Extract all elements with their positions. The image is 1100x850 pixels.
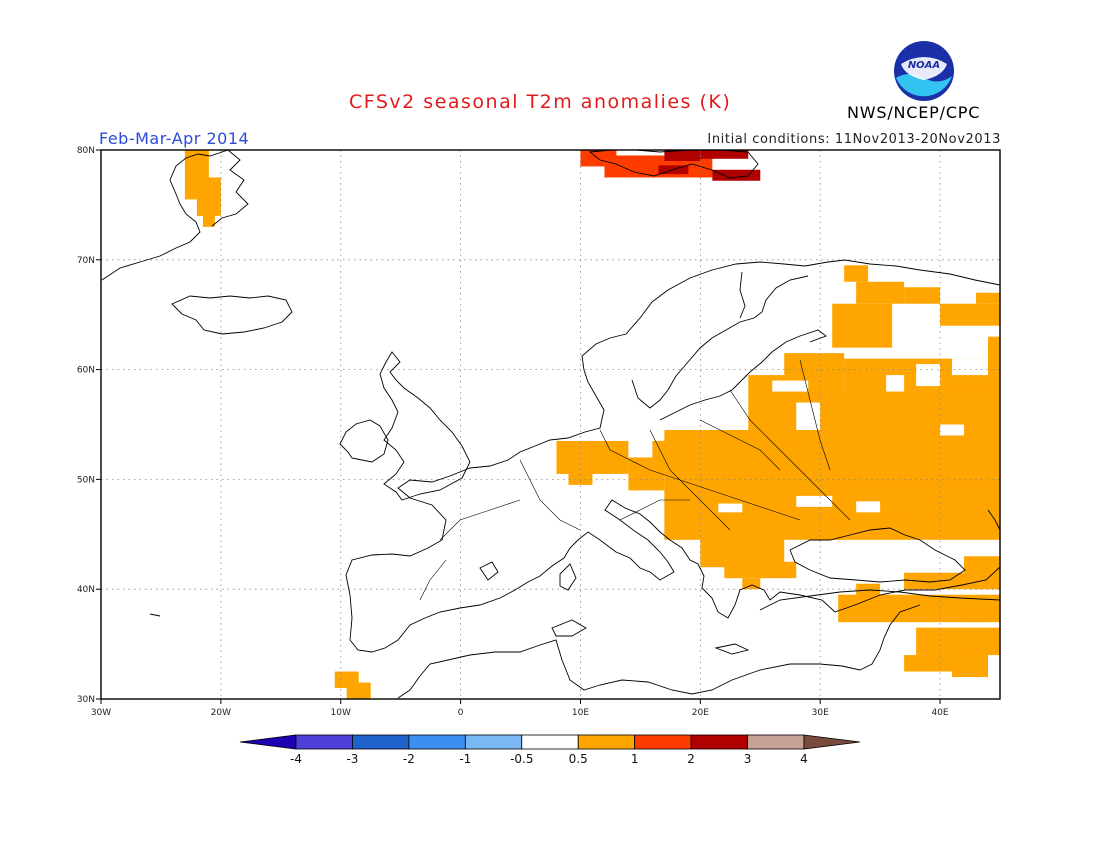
season-label: Feb-Mar-Apr 2014 (99, 129, 250, 148)
anomaly-cell-0-1 (196, 177, 221, 216)
anomaly-cell-0-6 (568, 468, 593, 485)
colorbar-arrow-high (803, 734, 861, 750)
colorbar-box (464, 734, 523, 750)
anomaly-gap-4 (952, 358, 989, 376)
anomaly-gap-2 (940, 424, 965, 436)
colorbar-arrow-low (239, 734, 297, 750)
colorbar-label: 1 (631, 752, 639, 766)
initial-conditions-label: Initial conditions: 11Nov2013-20Nov2013 (707, 132, 1001, 147)
colorbar-label: -3 (346, 752, 358, 766)
anomaly-cell-0-11 (724, 561, 797, 579)
anomaly-cell-2-1 (700, 150, 749, 159)
anomaly-gap-7 (856, 501, 881, 513)
anomaly-gap-6 (796, 495, 833, 507)
colorbar-label: 0.5 (569, 752, 588, 766)
lon-tick-label: 0 (458, 708, 464, 718)
noaa-logo-icon: NOAA (894, 41, 954, 101)
lat-tick-label: 50N (77, 475, 95, 485)
anomaly-cell-0-4 (346, 682, 371, 699)
lon-tick-label: 20W (211, 708, 231, 718)
colorbar-label: 2 (687, 752, 695, 766)
anomaly-gap-3 (916, 364, 941, 387)
colorbar-box (295, 734, 353, 750)
lon-tick-label: 10W (331, 708, 351, 718)
colorbar-label: 3 (744, 752, 752, 766)
colorbar-box (352, 734, 410, 750)
anomaly-cell-2-0 (664, 150, 701, 161)
anomaly-cell-0-25 (976, 292, 1000, 304)
anomaly-gap-0 (718, 503, 743, 513)
lat-tick-label: 70N (77, 256, 95, 266)
colorbar-label: -1 (459, 752, 471, 766)
anomaly-cell-0-35 (952, 649, 989, 678)
lon-tick-label: 40E (931, 708, 948, 718)
anomaly-cell-0-26 (988, 336, 1000, 370)
anomaly-cell-0-30 (964, 556, 1000, 590)
anomaly-cell-0-24 (940, 303, 1000, 326)
anomaly-cell-0-31 (976, 627, 1000, 656)
colorbar-box (521, 734, 579, 750)
anomaly-cell-0-19 (880, 517, 917, 535)
lat-tick-label: 60N (77, 366, 95, 376)
agency-label: NWS/NCEP/CPC (847, 103, 981, 122)
colorbar-box (408, 734, 466, 750)
lon-tick-label: 30W (91, 708, 111, 718)
anomaly-gap-1 (886, 375, 905, 392)
lon-tick-label: 20E (692, 708, 709, 718)
lon-tick-label: 10E (572, 708, 589, 718)
lat-tick-label: 80N (77, 146, 95, 156)
anomaly-cell-0-28 (856, 583, 881, 601)
anomaly-cell-2-2 (712, 169, 761, 181)
coastlines (101, 149, 1001, 699)
colorbar-box (747, 734, 805, 750)
anomaly-cell-0-36 (964, 611, 989, 623)
anomaly-cell-0-21 (856, 281, 905, 304)
anomaly-cell-0-34 (904, 655, 953, 672)
lon-tick-label: 30E (812, 708, 829, 718)
colorbar-label: 4 (800, 752, 808, 766)
anomaly-cell-0-2 (202, 210, 215, 227)
anomaly-cell-0-20 (832, 303, 893, 348)
colorbar-label: -2 (403, 752, 415, 766)
colorbar-box (690, 734, 748, 750)
lat-tick-label: 40N (77, 585, 95, 595)
anomaly-cell-0-22 (844, 265, 869, 282)
anomaly-cell-0-23 (904, 287, 941, 304)
anomaly-gap-5 (772, 380, 809, 392)
colorbar: -4 -3 -2 -1 -0.5 0.5 1 2 3 4 (239, 734, 861, 766)
colorbar-label: -0.5 (510, 752, 533, 766)
anomaly-cell-0-5 (556, 440, 629, 474)
colorbar-label: -4 (290, 752, 302, 766)
colorbar-box (577, 734, 636, 750)
lat-tick-label: 30N (77, 695, 95, 705)
anomaly-cell-0-12 (742, 578, 761, 590)
logo-text: NOAA (908, 60, 940, 71)
colorbar-box (634, 734, 692, 750)
map-title: CFSv2 seasonal T2m anomalies (K) (349, 91, 732, 113)
axis-ticks: 30W 20W 10W 0 10E 20E 30E 40E 80N 70N 60N 50N 40N 30N (77, 146, 949, 718)
map-frame (100, 149, 1001, 700)
anomaly-fills (184, 150, 1000, 699)
